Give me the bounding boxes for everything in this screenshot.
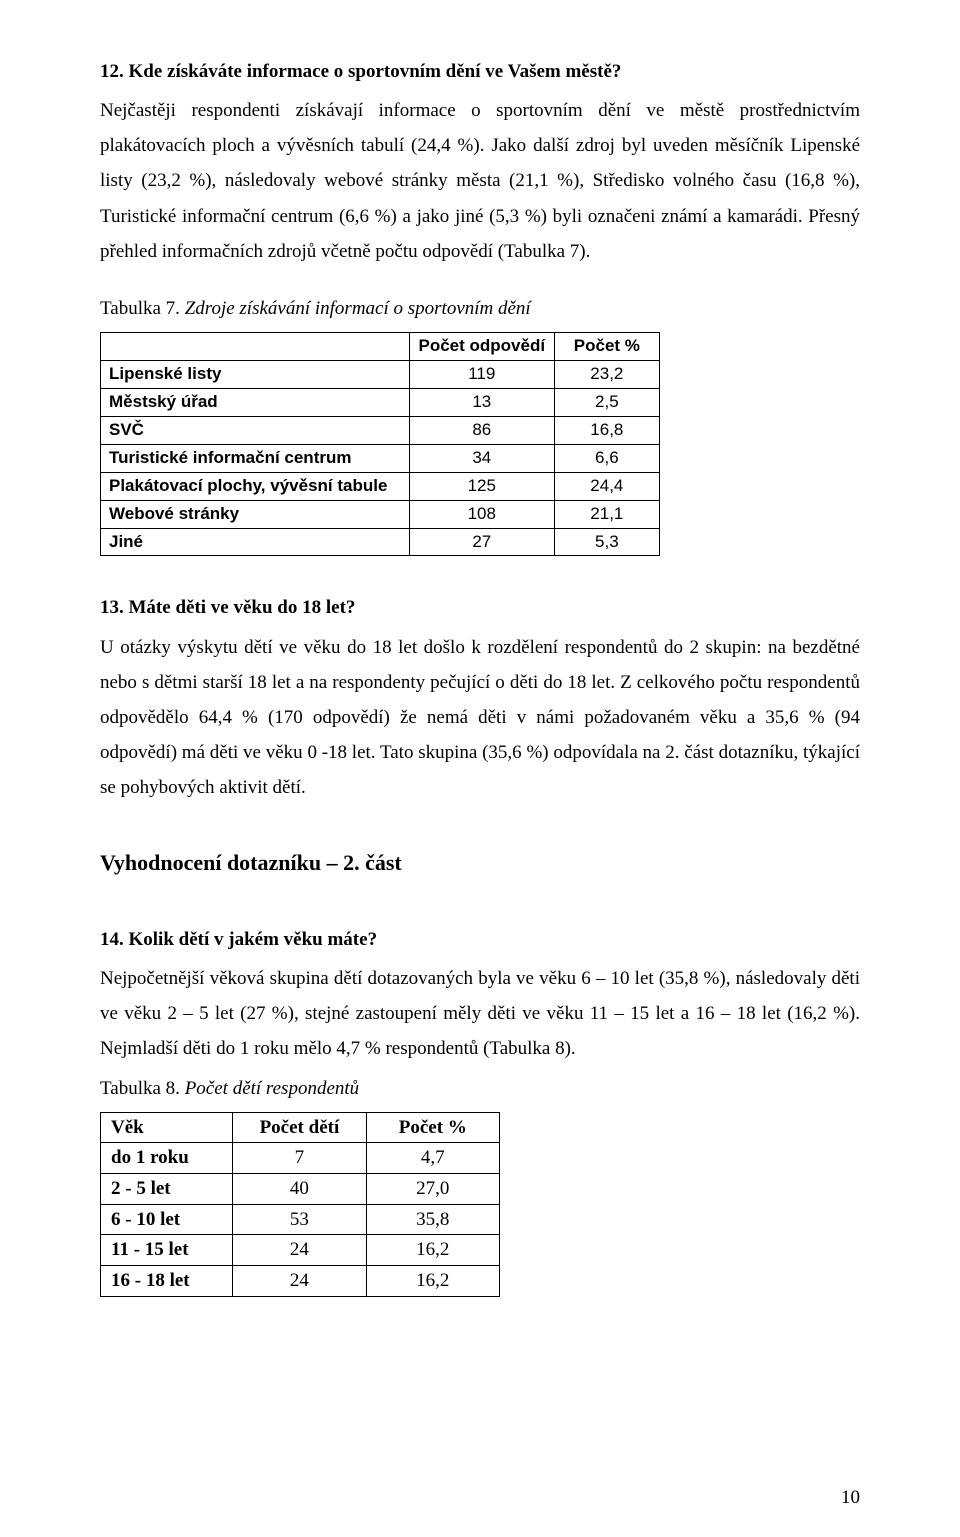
table-row: Městský úřad 13 2,5 [101, 388, 660, 416]
table8-h1: Počet dětí [233, 1112, 366, 1143]
table8-r2-count: 53 [233, 1204, 366, 1235]
table8-r1-pct: 27,0 [366, 1174, 499, 1205]
table8-r3-label: 11 - 15 let [101, 1235, 233, 1266]
table7-r2-count: 86 [409, 416, 554, 444]
table8-r0-label: do 1 roku [101, 1143, 233, 1174]
table8-r1-label: 2 - 5 let [101, 1174, 233, 1205]
table-row: do 1 roku 7 4,7 [101, 1143, 500, 1174]
table7-r0-label: Lipenské listy [101, 360, 410, 388]
table7-caption-prefix: Tabulka 7. [100, 298, 185, 319]
table8-h2: Počet % [366, 1112, 499, 1143]
table7-r3-count: 34 [409, 444, 554, 472]
table-row: Lipenské listy 119 23,2 [101, 360, 660, 388]
table8-r3-pct: 16,2 [366, 1235, 499, 1266]
table-row: 11 - 15 let 24 16,2 [101, 1235, 500, 1266]
table7-header-row: Počet odpovědí Počet % [101, 332, 660, 360]
table7-caption: Tabulka 7. Zdroje získávání informací o … [100, 291, 860, 326]
q12-title: 12. Kde získáváte informace o sportovním… [100, 54, 860, 89]
table7-r2-pct: 16,8 [554, 416, 659, 444]
table7-r1-pct: 2,5 [554, 388, 659, 416]
table7: Počet odpovědí Počet % Lipenské listy 11… [100, 332, 660, 557]
table7-r1-count: 13 [409, 388, 554, 416]
table8-r0-pct: 4,7 [366, 1143, 499, 1174]
table8-r2-pct: 35,8 [366, 1204, 499, 1235]
table8-caption: Tabulka 8. Počet dětí respondentů [100, 1071, 860, 1106]
table7-r5-pct: 21,1 [554, 500, 659, 528]
table7-r6-pct: 5,3 [554, 528, 659, 556]
spacer [100, 562, 860, 572]
spacer [100, 894, 860, 904]
table-row: Jiné 27 5,3 [101, 528, 660, 556]
table7-r4-count: 125 [409, 472, 554, 500]
table8: Věk Počet dětí Počet % do 1 roku 7 4,7 2… [100, 1112, 500, 1297]
table7-r5-count: 108 [409, 500, 554, 528]
table7-h0 [101, 332, 410, 360]
table8-r2-label: 6 - 10 let [101, 1204, 233, 1235]
table8-r4-count: 24 [233, 1265, 366, 1296]
table8-r0-count: 7 [233, 1143, 366, 1174]
table7-r0-pct: 23,2 [554, 360, 659, 388]
table8-h0: Věk [101, 1112, 233, 1143]
table8-r4-pct: 16,2 [366, 1265, 499, 1296]
table7-r2-label: SVČ [101, 416, 410, 444]
table7-h2: Počet % [554, 332, 659, 360]
table7-r5-label: Webové stránky [101, 500, 410, 528]
table7-r1-label: Městský úřad [101, 388, 410, 416]
table-row: 2 - 5 let 40 27,0 [101, 1174, 500, 1205]
page-number: 10 [841, 1480, 860, 1515]
table8-caption-italic: Počet dětí respondentů [185, 1078, 359, 1099]
q13-title: 13. Máte děti ve věku do 18 let? [100, 590, 860, 625]
section2-title: Vyhodnocení dotazníku – 2. část [100, 843, 860, 884]
table7-r3-pct: 6,6 [554, 444, 659, 472]
table7-h1: Počet odpovědí [409, 332, 554, 360]
table7-r4-label: Plakátovací plochy, vývěsní tabule [101, 472, 410, 500]
table7-r6-label: Jiné [101, 528, 410, 556]
q13-paragraph: U otázky výskytu dětí ve věku do 18 let … [100, 630, 860, 806]
table8-header-row: Věk Počet dětí Počet % [101, 1112, 500, 1143]
q14-title: 14. Kolik dětí v jakém věku máte? [100, 922, 860, 957]
table7-r6-count: 27 [409, 528, 554, 556]
table7-r4-pct: 24,4 [554, 472, 659, 500]
table-row: Webové stránky 108 21,1 [101, 500, 660, 528]
table-row: SVČ 86 16,8 [101, 416, 660, 444]
page: 12. Kde získáváte informace o sportovním… [0, 0, 960, 1537]
table8-r3-count: 24 [233, 1235, 366, 1266]
table-row: Plakátovací plochy, vývěsní tabule 125 2… [101, 472, 660, 500]
table-row: 16 - 18 let 24 16,2 [101, 1265, 500, 1296]
table7-r0-count: 119 [409, 360, 554, 388]
q14-paragraph: Nejpočetnější věková skupina dětí dotazo… [100, 961, 860, 1066]
table8-r4-label: 16 - 18 let [101, 1265, 233, 1296]
table7-r3-label: Turistické informační centrum [101, 444, 410, 472]
table7-caption-italic: Zdroje získávání informací o sportovním … [185, 298, 531, 319]
table8-r1-count: 40 [233, 1174, 366, 1205]
table8-caption-prefix: Tabulka 8. [100, 1078, 185, 1099]
q12-paragraph: Nejčastěji respondenti získávají informa… [100, 93, 860, 269]
table-row: 6 - 10 let 53 35,8 [101, 1204, 500, 1235]
table-row: Turistické informační centrum 34 6,6 [101, 444, 660, 472]
